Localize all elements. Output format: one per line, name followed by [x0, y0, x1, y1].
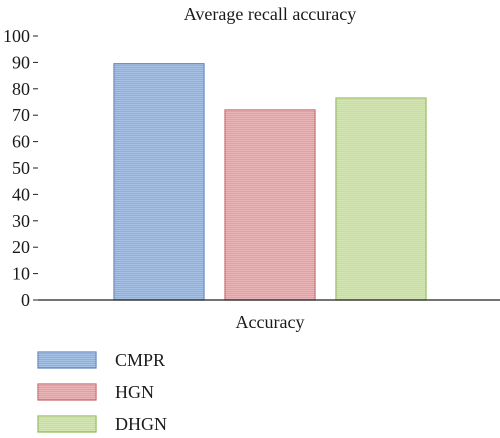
chart-title: Average recall accuracy: [184, 4, 357, 24]
legend-label-cmpr: CMPR: [115, 350, 165, 370]
bar-hgn: [224, 109, 316, 301]
y-tick-label: 80: [12, 79, 30, 99]
legend-swatch-cmpr: [37, 351, 97, 369]
y-tick-label: 0: [21, 290, 30, 310]
bar-series-group: [113, 63, 427, 301]
y-axis: 0 10 20 30 40 50 60 70 80 90 100: [3, 26, 38, 310]
bar-cmpr: [113, 63, 205, 301]
legend-label-dhgn: DHGN: [115, 414, 167, 433]
y-tick-label: 90: [12, 52, 30, 72]
y-tick-label: 20: [12, 237, 30, 257]
legend-swatch-dhgn: [37, 415, 97, 433]
y-tick-label: 60: [12, 132, 30, 152]
bar-dhgn: [335, 97, 427, 301]
legend-swatch-hgn: [37, 383, 97, 401]
legend: CMPR HGN DHGN: [37, 350, 167, 434]
legend-label-hgn: HGN: [115, 382, 154, 402]
y-tick-label: 30: [12, 211, 30, 231]
y-tick-label: 40: [12, 184, 30, 204]
y-tick-label: 70: [12, 105, 30, 125]
y-tick-label: 50: [12, 158, 30, 178]
y-tick-label: 10: [12, 264, 30, 284]
y-tick-label: 100: [3, 26, 30, 46]
x-category-label: Accuracy: [236, 312, 305, 332]
